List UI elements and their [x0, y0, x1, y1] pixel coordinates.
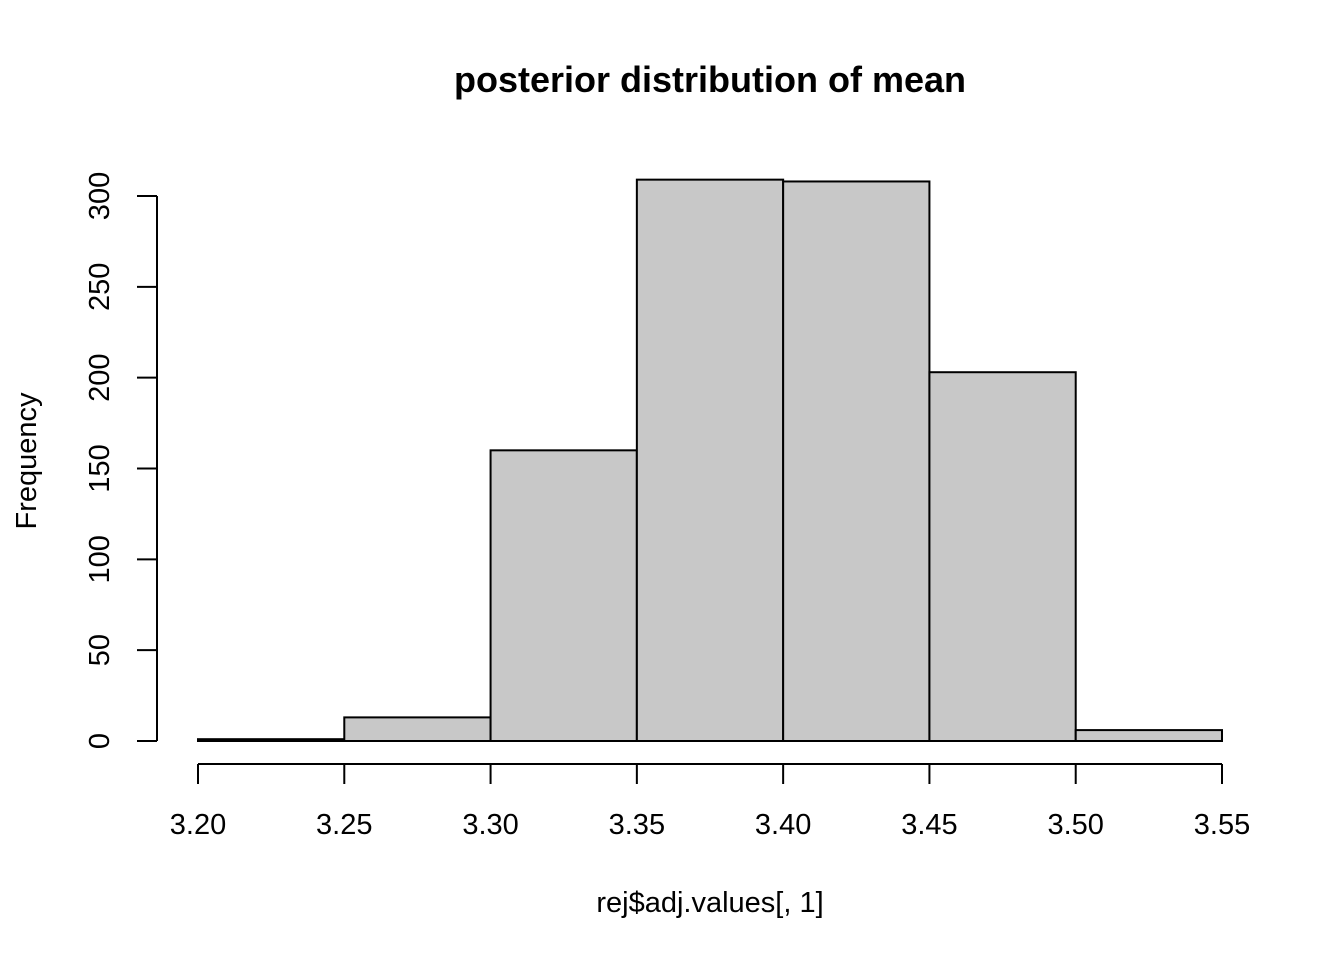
histogram-bar [489, 449, 638, 742]
y-axis-label: Frequency [11, 392, 43, 530]
histogram-bar [197, 738, 346, 743]
y-tick-label: 0 [84, 733, 116, 749]
x-axis: 3.20 3.25 3.30 3.35 3.40 3.45 3.50 3.55 [170, 763, 1250, 841]
x-tick-label: 3.30 [462, 809, 518, 841]
y-tick-label: 100 [84, 535, 116, 583]
x-tick-label: 3.25 [316, 809, 372, 841]
y-tick-label: 300 [84, 172, 116, 220]
chart-title: posterior distribution of mean [454, 59, 966, 100]
histogram-bar [782, 180, 931, 742]
histogram-bar [928, 371, 1077, 742]
bars-group [197, 178, 1223, 743]
histogram-bar [635, 178, 785, 742]
x-tick-label: 3.35 [609, 809, 665, 841]
x-tick-label: 3.20 [170, 809, 226, 841]
x-tick-label: 3.55 [1194, 809, 1250, 841]
y-tick-label: 200 [84, 353, 116, 401]
x-tick-label: 3.50 [1047, 809, 1103, 841]
x-axis-label: rej$adj.values[, 1] [596, 887, 823, 919]
y-tick-label: 250 [84, 263, 116, 311]
x-tick-label: 3.40 [755, 809, 811, 841]
y-tick-label: 50 [84, 634, 116, 666]
y-axis: 0 50 100 150 200 250 300 [84, 172, 158, 749]
y-tick-label: 150 [84, 444, 116, 492]
histogram-bar [343, 716, 492, 743]
histogram-bar [1074, 729, 1223, 742]
x-tick-label: 3.45 [901, 809, 957, 841]
